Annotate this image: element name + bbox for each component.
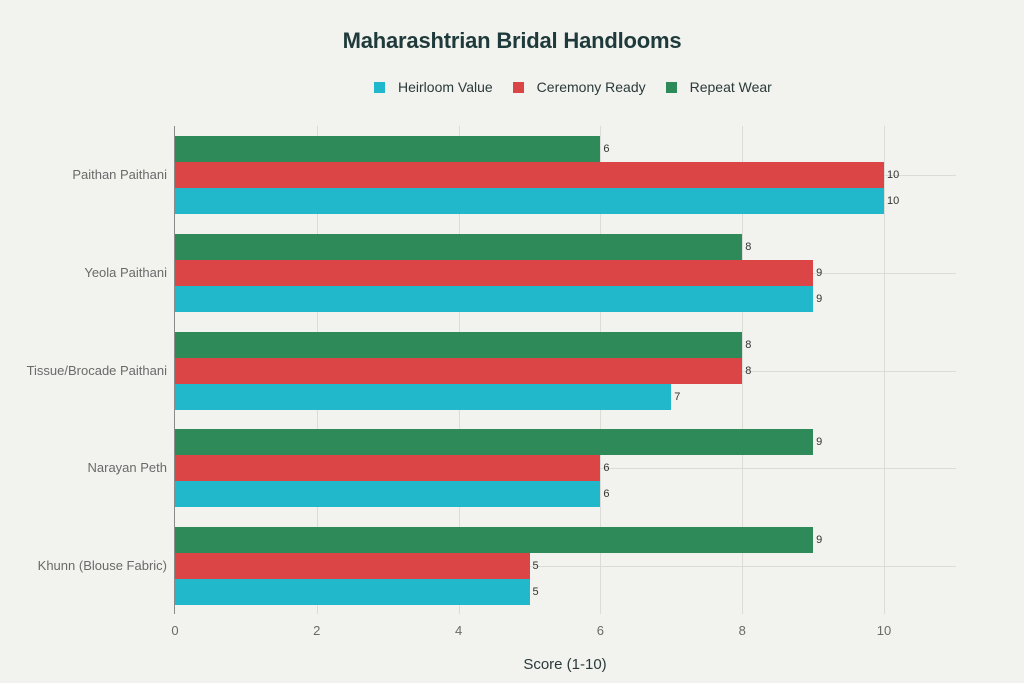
x-tick-label: 10 xyxy=(876,623,892,638)
gridline xyxy=(175,566,956,568)
legend-item-heirloom-value[interactable]: Heirloom Value xyxy=(374,79,493,95)
chart-title: Maharashtrian Bridal Handlooms xyxy=(342,28,682,53)
x-tick-label: 0 xyxy=(171,623,179,638)
bar-value-label: 10 xyxy=(887,195,900,207)
gridline xyxy=(884,126,885,614)
legend-label: Heirloom Value xyxy=(398,79,493,95)
y-axis-line xyxy=(174,126,175,614)
y-category-label: Paithan Paithani xyxy=(72,167,167,182)
bar-value-label: 6 xyxy=(603,488,610,501)
bar-value-label: 6 xyxy=(603,462,610,475)
gridline xyxy=(742,126,744,614)
bar-ceremony-ready[interactable] xyxy=(175,455,601,482)
bar-heirloom-value[interactable] xyxy=(175,481,601,508)
bar-heirloom-value[interactable] xyxy=(175,285,814,312)
bar-value-label: 9 xyxy=(816,266,823,279)
bar-heirloom-value[interactable] xyxy=(175,188,884,214)
bar-heirloom-value[interactable] xyxy=(175,383,672,410)
legend-label: Repeat Wear xyxy=(689,79,772,95)
bar-value-label: 5 xyxy=(532,586,539,599)
legend-item-repeat-wear[interactable]: Repeat Wear xyxy=(665,79,772,95)
legend-swatch-icon xyxy=(665,81,677,93)
bar-value-label: 8 xyxy=(745,364,752,377)
bar-ceremony-ready[interactable] xyxy=(175,259,814,286)
y-category-label: Khunn (Blouse Fabric) xyxy=(37,558,167,574)
y-category-label: Narayan Peth xyxy=(87,460,168,476)
bar-ceremony-ready[interactable] xyxy=(175,162,884,188)
bar-ceremony-ready[interactable] xyxy=(175,357,743,384)
bar-value-label: 9 xyxy=(816,534,823,547)
x-tick-label: 8 xyxy=(738,623,746,638)
x-axis-title: Score (1-10) xyxy=(523,656,607,673)
bar-value-label: 8 xyxy=(745,240,752,253)
legend-swatch-icon xyxy=(374,81,385,93)
bar-heirloom-value[interactable] xyxy=(175,579,530,606)
bar-repeat-wear[interactable] xyxy=(175,527,814,554)
x-tick-label: 6 xyxy=(596,623,604,638)
bar-repeat-wear[interactable] xyxy=(175,331,743,358)
bar-value-label: 10 xyxy=(887,169,900,181)
legend-swatch-icon xyxy=(512,81,524,93)
x-tick-label: 2 xyxy=(313,623,321,638)
y-category-label: Tissue/Brocade Paithani xyxy=(26,362,167,378)
x-tick-label: 4 xyxy=(454,623,463,638)
bar-repeat-wear[interactable] xyxy=(175,233,743,260)
legend-label: Ceremony Ready xyxy=(536,79,646,95)
bar-value-label: 9 xyxy=(816,292,823,305)
legend-item-ceremony-ready[interactable]: Ceremony Ready xyxy=(512,79,646,95)
bar-repeat-wear[interactable] xyxy=(175,136,601,162)
bar-ceremony-ready[interactable] xyxy=(175,553,530,580)
bar-value-label: 5 xyxy=(532,560,539,573)
bar-value-label: 7 xyxy=(674,390,681,403)
y-category-label: Yeola Paithani xyxy=(84,264,167,280)
bar-value-label: 8 xyxy=(745,338,752,351)
bar-value-label: 6 xyxy=(603,143,610,155)
bar-repeat-wear[interactable] xyxy=(175,429,814,456)
legend: Heirloom Value Ceremony Ready Repeat Wea… xyxy=(374,79,792,95)
bar-value-label: 9 xyxy=(816,436,823,449)
